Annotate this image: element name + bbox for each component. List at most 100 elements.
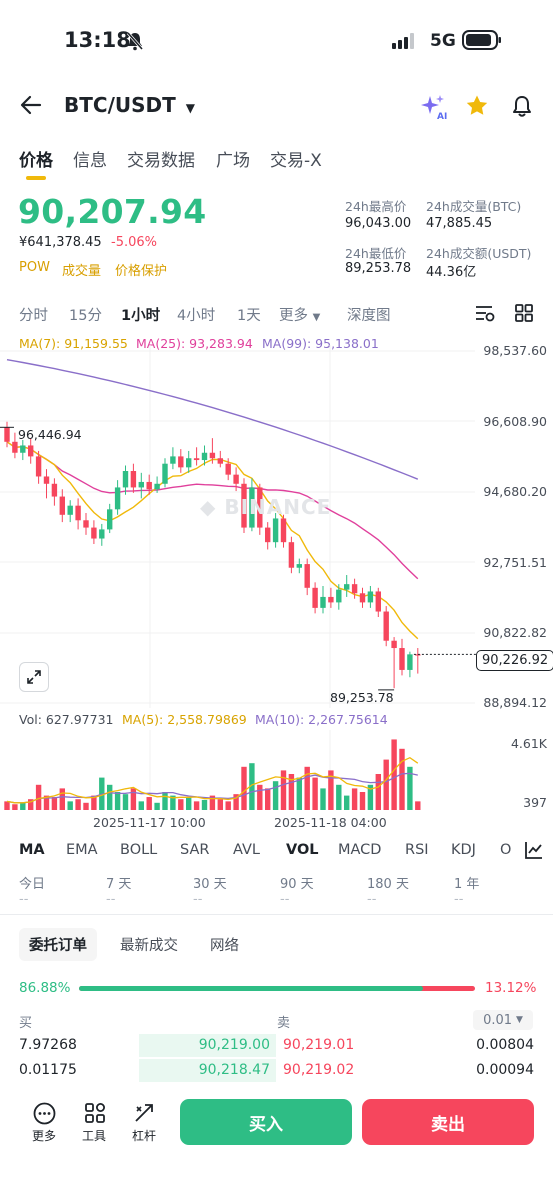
candle-body xyxy=(359,593,366,603)
volume-bar xyxy=(233,794,239,810)
favorite-star-icon[interactable] xyxy=(465,94,489,118)
period-value: -- xyxy=(280,892,290,907)
price-axis-label: 90,822.82 xyxy=(483,625,547,640)
tools-label: 工具 xyxy=(82,1129,107,1143)
ask-price[interactable]: 90,219.02 xyxy=(283,1062,355,1078)
precision-select[interactable]: 0.01 ▼ xyxy=(473,1010,533,1030)
candle-body xyxy=(233,474,239,484)
svg-text:AI: AI xyxy=(437,112,447,120)
back-arrow-icon[interactable] xyxy=(20,94,42,116)
chart-settings-icon[interactable] xyxy=(474,303,496,323)
sell-button[interactable]: 卖出 xyxy=(362,1099,534,1145)
tag-pow[interactable]: POW xyxy=(19,260,50,275)
volume-bar xyxy=(359,792,366,810)
volume-bar xyxy=(114,792,121,810)
candle-body xyxy=(280,518,287,543)
high-marker-label: 96,446.94 xyxy=(18,427,82,442)
period-value: -- xyxy=(193,892,203,907)
ask-price[interactable]: 90,219.01 xyxy=(283,1037,355,1053)
tab-price[interactable]: 价格 xyxy=(19,151,53,171)
volume-chart[interactable] xyxy=(0,728,553,812)
expand-icon xyxy=(27,670,41,684)
ind-kdj[interactable]: KDJ xyxy=(451,842,476,858)
volume-bar xyxy=(201,799,208,810)
volume-bar xyxy=(296,777,302,810)
sell-column-label: 卖 xyxy=(277,1016,291,1031)
tab-info[interactable]: 信息 xyxy=(73,151,107,171)
buy-column-label: 买 xyxy=(19,1016,33,1031)
ask-qty: 0.00804 xyxy=(476,1037,534,1053)
tf-1d[interactable]: 1天 xyxy=(237,308,261,324)
volume-bar xyxy=(225,801,231,810)
leverage-button[interactable] xyxy=(121,1100,167,1146)
layout-grid-icon[interactable] xyxy=(514,303,534,323)
tf-15m[interactable]: 15分 xyxy=(69,308,102,324)
tag-price-protection[interactable]: 价格保护 xyxy=(115,264,168,279)
tf-more[interactable]: 更多 ▼ xyxy=(279,304,320,325)
ind-ema[interactable]: EMA xyxy=(66,842,98,858)
ind-vol[interactable]: VOL xyxy=(286,842,319,858)
vol-ma10-legend: MA(10): 2,267.75614 xyxy=(255,712,388,727)
ind-macd[interactable]: MACD xyxy=(338,842,382,858)
tab-network[interactable]: 网络 xyxy=(210,938,239,954)
tf-more-label: 更多 xyxy=(279,308,308,324)
volume-bar xyxy=(170,795,176,810)
pair-name: BTC/USDT xyxy=(64,93,176,117)
tab-recent-trades[interactable]: 最新成交 xyxy=(120,938,178,954)
price-chart[interactable] xyxy=(0,340,553,710)
tf-4h[interactable]: 4小时 xyxy=(177,308,216,324)
ind-rsi[interactable]: RSI xyxy=(405,842,429,858)
time-axis-label: 2025-11-18 04:00 xyxy=(274,815,387,830)
ind-boll[interactable]: BOLL xyxy=(120,842,158,858)
bid-price[interactable]: 90,219.00 xyxy=(198,1037,270,1053)
candle-body xyxy=(138,481,144,488)
tools-button[interactable] xyxy=(72,1100,118,1146)
candle-body xyxy=(122,471,129,488)
ind-avl[interactable]: AVL xyxy=(233,842,260,858)
indicator-chart-icon[interactable] xyxy=(524,840,544,860)
period-value: -- xyxy=(106,892,116,907)
leverage-icon xyxy=(135,1104,153,1122)
volume-bar xyxy=(130,788,137,810)
candle-body xyxy=(162,463,168,484)
candle-body xyxy=(67,505,73,515)
price-axis-label: 98,537.60 xyxy=(483,343,547,358)
volume-bar xyxy=(399,748,405,810)
candle-body xyxy=(304,564,310,588)
volume-bar xyxy=(12,804,18,810)
ma7-legend: MA(7): 91,159.55 xyxy=(19,336,128,351)
ma99-line xyxy=(6,359,419,480)
ai-sparkle-icon[interactable]: AI xyxy=(420,94,448,120)
ind-more[interactable]: O xyxy=(500,842,512,858)
bid-price[interactable]: 90,218.47 xyxy=(198,1062,270,1078)
tab-trade-x[interactable]: 交易-X xyxy=(270,151,322,171)
tf-1h[interactable]: 1小时 xyxy=(121,308,161,324)
more-button[interactable] xyxy=(22,1100,68,1146)
buy-button[interactable]: 买入 xyxy=(180,1099,352,1145)
vol-usdt-value: 44.36亿 xyxy=(426,265,477,280)
alert-bell-icon[interactable] xyxy=(510,94,534,118)
volume-bar xyxy=(328,770,334,810)
volume-bar xyxy=(186,797,192,810)
fullscreen-button[interactable] xyxy=(19,662,49,692)
volume-bar xyxy=(59,788,65,810)
candle-body xyxy=(186,458,192,468)
section-divider xyxy=(0,914,553,915)
tab-trading-data[interactable]: 交易数据 xyxy=(127,151,195,171)
tf-line[interactable]: 分时 xyxy=(19,308,48,324)
candle-body xyxy=(288,542,295,568)
ind-sar[interactable]: SAR xyxy=(180,842,210,858)
ratio-bar-buy xyxy=(79,986,424,991)
volume-bar xyxy=(217,799,223,810)
candle-body xyxy=(217,458,223,464)
tab-square[interactable]: 广场 xyxy=(216,151,250,171)
tag-volume[interactable]: 成交量 xyxy=(62,264,102,279)
tab-order-book[interactable]: 委托订单 xyxy=(19,928,97,961)
pair-selector[interactable]: BTC/USDT ▼ xyxy=(64,93,195,117)
ma25-legend: MA(25): 93,283.94 xyxy=(136,336,253,351)
volume-bar xyxy=(51,797,58,810)
binance-watermark: ◆ BINANCE xyxy=(200,495,331,519)
ind-ma[interactable]: MA xyxy=(19,842,45,858)
candle-body xyxy=(43,476,50,484)
tf-depth[interactable]: 深度图 xyxy=(347,308,391,324)
